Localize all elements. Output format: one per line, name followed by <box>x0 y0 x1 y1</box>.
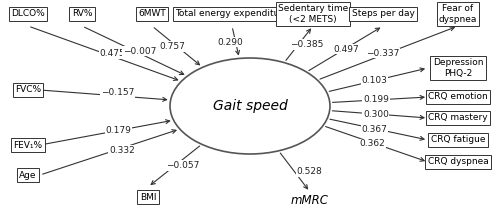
Text: 6MWT: 6MWT <box>138 10 166 19</box>
Text: mMRC: mMRC <box>291 193 329 206</box>
Text: 0.362: 0.362 <box>360 139 386 148</box>
Text: FVC%: FVC% <box>15 85 41 95</box>
Text: −0.157: −0.157 <box>100 88 134 98</box>
Text: Depression
PHQ-2: Depression PHQ-2 <box>433 58 483 78</box>
Text: 0.103: 0.103 <box>362 76 387 85</box>
Text: 0.475: 0.475 <box>100 49 126 58</box>
Text: CRQ emotion: CRQ emotion <box>428 92 488 102</box>
Text: −0.057: −0.057 <box>166 161 200 170</box>
Text: 0.300: 0.300 <box>363 110 389 119</box>
Text: 0.332: 0.332 <box>109 145 135 154</box>
Text: Sedentary time
(<2 METS): Sedentary time (<2 METS) <box>278 4 348 24</box>
Text: −0.007: −0.007 <box>123 47 156 56</box>
Text: DLCO%: DLCO% <box>11 10 45 19</box>
Text: −0.337: −0.337 <box>366 49 400 58</box>
Text: 0.179: 0.179 <box>106 126 132 135</box>
Text: 0.367: 0.367 <box>362 125 388 134</box>
Text: 0.290: 0.290 <box>218 38 244 47</box>
Text: Steps per day: Steps per day <box>352 10 414 19</box>
Text: Total energy expenditure: Total energy expenditure <box>176 10 289 19</box>
Text: CRQ dyspnea: CRQ dyspnea <box>428 157 488 167</box>
Text: FEV₁%: FEV₁% <box>14 141 42 150</box>
Ellipse shape <box>170 58 330 154</box>
Text: Gait speed: Gait speed <box>212 99 288 113</box>
Text: CRQ fatigue: CRQ fatigue <box>431 135 485 144</box>
Text: 0.199: 0.199 <box>363 95 389 104</box>
Text: 0.757: 0.757 <box>160 42 185 51</box>
Text: CRQ mastery: CRQ mastery <box>428 114 488 122</box>
Text: Fear of
dyspnea: Fear of dyspnea <box>439 4 477 24</box>
Text: 0.528: 0.528 <box>296 167 322 176</box>
Text: Age: Age <box>19 170 37 180</box>
Text: RV%: RV% <box>72 10 92 19</box>
Text: 0.497: 0.497 <box>334 45 359 53</box>
Text: −0.385: −0.385 <box>290 40 324 49</box>
Text: BMI: BMI <box>140 193 156 201</box>
